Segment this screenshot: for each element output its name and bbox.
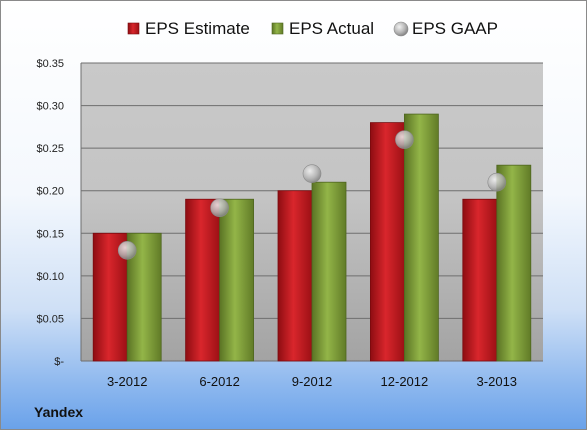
- x-tick-label: 6-2012: [199, 374, 239, 389]
- point-eps-gaap: [210, 198, 229, 218]
- y-tick-label: $0.25: [36, 143, 64, 155]
- company-name: Yandex: [34, 404, 84, 420]
- bar-eps-estimate: [277, 190, 313, 362]
- legend: EPS Estimate EPS Actual EPS GAAP: [127, 19, 498, 38]
- legend-label: EPS GAAP: [412, 19, 498, 38]
- legend-swatch-estimate: [127, 22, 140, 35]
- y-tick-label: $0.15: [36, 228, 64, 240]
- x-tick-label: 3-2013: [477, 374, 517, 389]
- y-tick-label: $-: [54, 356, 64, 368]
- bar-eps-actual: [311, 181, 347, 362]
- bar-eps-estimate: [185, 198, 221, 362]
- y-tick-labels: $- $0.05 $0.10 $0.15 $0.20 $0.25 $0.30 $0.35: [36, 58, 64, 368]
- legend-swatch-actual: [271, 22, 284, 35]
- point-eps-gaap: [395, 130, 414, 149]
- bar-eps-estimate: [369, 122, 405, 362]
- y-tick-label: $0.30: [36, 101, 64, 113]
- bars: [92, 113, 532, 362]
- x-tick-labels: 3-2012 6-2012 9-2012 12-2012 3-2013: [107, 374, 517, 389]
- legend-label: EPS Actual: [289, 19, 374, 38]
- point-eps-gaap: [302, 164, 322, 183]
- x-tick-label: 3-2012: [107, 374, 147, 389]
- bar-eps-estimate: [462, 198, 498, 362]
- y-tick-label: $0.20: [36, 186, 64, 198]
- x-tick-label: 12-2012: [381, 374, 429, 389]
- y-tick-label: $0.10: [36, 271, 64, 283]
- y-tick-label: $0.05: [36, 313, 64, 325]
- point-eps-gaap: [117, 241, 137, 260]
- point-eps-gaap: [487, 172, 507, 192]
- y-tick-label: $0.35: [36, 58, 64, 70]
- gaap-points: [117, 130, 507, 260]
- legend-label: EPS Estimate: [145, 19, 250, 38]
- bar-eps-actual: [403, 113, 439, 362]
- legend-swatch-gaap: [393, 21, 409, 37]
- bar-eps-actual: [496, 164, 532, 362]
- x-tick-label: 9-2012: [292, 374, 332, 389]
- bar-eps-actual: [219, 198, 255, 362]
